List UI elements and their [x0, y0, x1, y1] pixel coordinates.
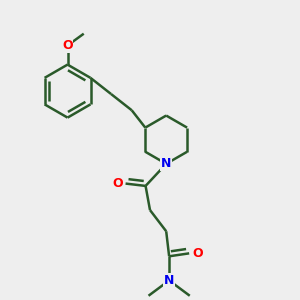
- Text: N: N: [164, 274, 174, 287]
- Text: O: O: [62, 39, 73, 52]
- Text: N: N: [161, 157, 171, 170]
- Text: O: O: [192, 247, 203, 260]
- Text: O: O: [112, 177, 123, 190]
